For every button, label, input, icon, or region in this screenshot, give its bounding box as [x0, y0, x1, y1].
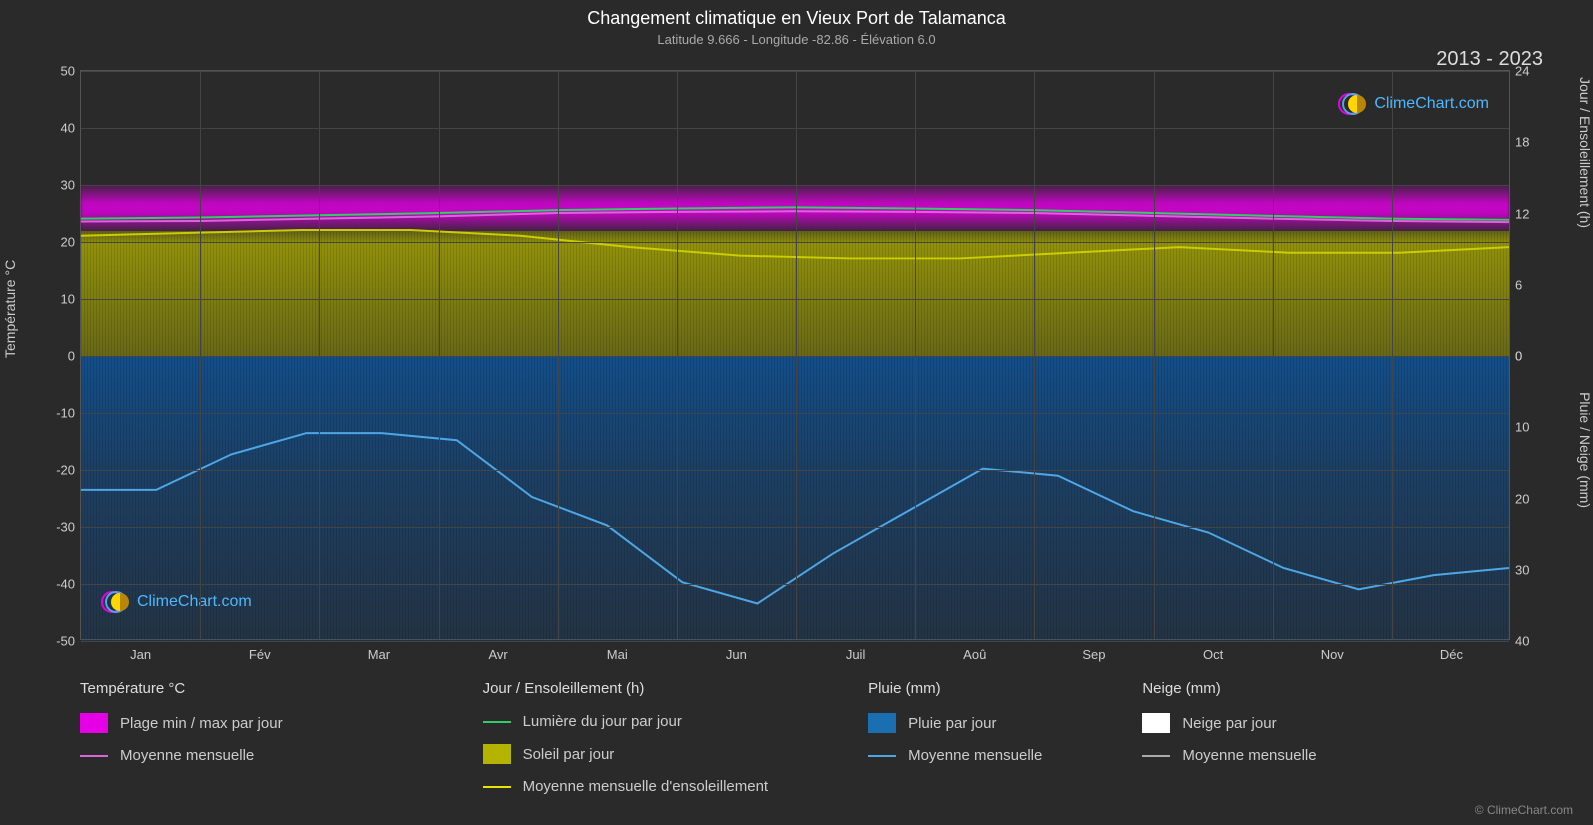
copyright: © ClimeChart.com — [1475, 803, 1573, 817]
y-right-bottom-tick: 0 — [1515, 349, 1522, 364]
month-tick: Juil — [846, 647, 866, 662]
logo-bottom-left: ClimeChart.com — [101, 587, 252, 617]
legend-item: Pluie par jour — [868, 713, 1042, 733]
legend-swatch — [1142, 713, 1170, 733]
legend-label: Moyenne mensuelle — [908, 747, 1042, 764]
chart-subtitle: Latitude 9.666 - Longitude -82.86 - Élév… — [0, 32, 1593, 47]
month-tick: Jan — [130, 647, 151, 662]
y-left-tick: 20 — [61, 235, 75, 250]
legend-header: Température °C — [80, 680, 283, 697]
legend: Température °C Plage min / max par jour Mo… — [80, 680, 1543, 795]
legend-label: Moyenne mensuelle — [120, 747, 254, 764]
month-tick: Aoû — [963, 647, 986, 662]
y-left-tick: -20 — [56, 463, 75, 478]
month-tick: Jun — [726, 647, 747, 662]
legend-col-temp: Température °C Plage min / max par jour Mo… — [80, 680, 283, 795]
y-left-tick: 40 — [61, 121, 75, 136]
month-tick: Mar — [368, 647, 390, 662]
y-left-tick: -50 — [56, 634, 75, 649]
legend-col-rain: Pluie (mm) Pluie par jour Moyenne mensuell… — [868, 680, 1042, 795]
legend-swatch — [483, 786, 511, 788]
legend-col-snow: Neige (mm) Neige par jour Moyenne mensuell… — [1142, 680, 1316, 795]
legend-swatch — [80, 755, 108, 757]
y-left-tick: -30 — [56, 520, 75, 535]
logo-top-right: ClimeChart.com — [1338, 89, 1489, 119]
month-tick: Mai — [607, 647, 628, 662]
legend-label: Neige par jour — [1182, 715, 1276, 732]
y-left-tick: 0 — [68, 349, 75, 364]
month-tick: Oct — [1203, 647, 1223, 662]
legend-item: Plage min / max par jour — [80, 713, 283, 733]
month-tick: Fév — [249, 647, 271, 662]
y-left-tick: -40 — [56, 577, 75, 592]
yellow-band — [81, 231, 1509, 356]
legend-header: Jour / Ensoleillement (h) — [483, 680, 769, 697]
y-right-bottom-tick: 10 — [1515, 420, 1529, 435]
logo-text: ClimeChart.com — [137, 593, 252, 611]
legend-swatch — [1142, 755, 1170, 757]
y-axis-right-bottom-label: Pluie / Neige (mm) — [1577, 392, 1593, 508]
y-axis-left-label: Température °C — [2, 260, 18, 358]
legend-header: Neige (mm) — [1142, 680, 1316, 697]
y-left-tick: 10 — [61, 292, 75, 307]
y-axis-right-top-label: Jour / Ensoleillement (h) — [1577, 77, 1593, 228]
legend-label: Moyenne mensuelle — [1182, 747, 1316, 764]
legend-swatch — [483, 721, 511, 723]
legend-swatch — [80, 713, 108, 733]
legend-item: Moyenne mensuelle — [1142, 747, 1316, 764]
month-tick: Sep — [1082, 647, 1105, 662]
legend-item: Moyenne mensuelle — [80, 747, 283, 764]
y-left-tick: 50 — [61, 64, 75, 79]
legend-header: Pluie (mm) — [868, 680, 1042, 697]
legend-item: Lumière du jour par jour — [483, 713, 769, 730]
y-right-bottom-tick: 20 — [1515, 491, 1529, 506]
month-tick: Avr — [488, 647, 507, 662]
legend-label: Moyenne mensuelle d'ensoleillement — [523, 778, 769, 795]
legend-item: Soleil par jour — [483, 744, 769, 764]
legend-swatch — [868, 755, 896, 757]
legend-swatch — [483, 744, 511, 764]
y-right-top-tick: 6 — [1515, 277, 1522, 292]
climechart-logo-icon — [101, 587, 131, 617]
y-right-top-tick: 24 — [1515, 64, 1529, 79]
y-right-top-tick: 18 — [1515, 135, 1529, 150]
legend-item: Moyenne mensuelle — [868, 747, 1042, 764]
y-right-top-tick: 12 — [1515, 206, 1529, 221]
magenta-band — [81, 185, 1509, 231]
y-left-tick: -10 — [56, 406, 75, 421]
legend-col-sun: Jour / Ensoleillement (h) Lumière du jour… — [483, 680, 769, 795]
y-right-bottom-tick: 30 — [1515, 562, 1529, 577]
chart-plot-area: ClimeChart.com ClimeChart.com -50-40-30-… — [80, 70, 1510, 640]
legend-item: Neige par jour — [1142, 713, 1316, 733]
legend-swatch — [868, 713, 896, 733]
month-tick: Nov — [1321, 647, 1344, 662]
legend-label: Pluie par jour — [908, 715, 996, 732]
legend-label: Soleil par jour — [523, 746, 615, 763]
chart-title: Changement climatique en Vieux Port de T… — [0, 8, 1593, 29]
climechart-logo-icon — [1338, 89, 1368, 119]
legend-label: Lumière du jour par jour — [523, 713, 682, 730]
y-right-bottom-tick: 40 — [1515, 634, 1529, 649]
month-tick: Déc — [1440, 647, 1463, 662]
legend-label: Plage min / max par jour — [120, 715, 283, 732]
y-left-tick: 30 — [61, 178, 75, 193]
blue-band — [81, 356, 1509, 641]
legend-item: Moyenne mensuelle d'ensoleillement — [483, 778, 769, 795]
